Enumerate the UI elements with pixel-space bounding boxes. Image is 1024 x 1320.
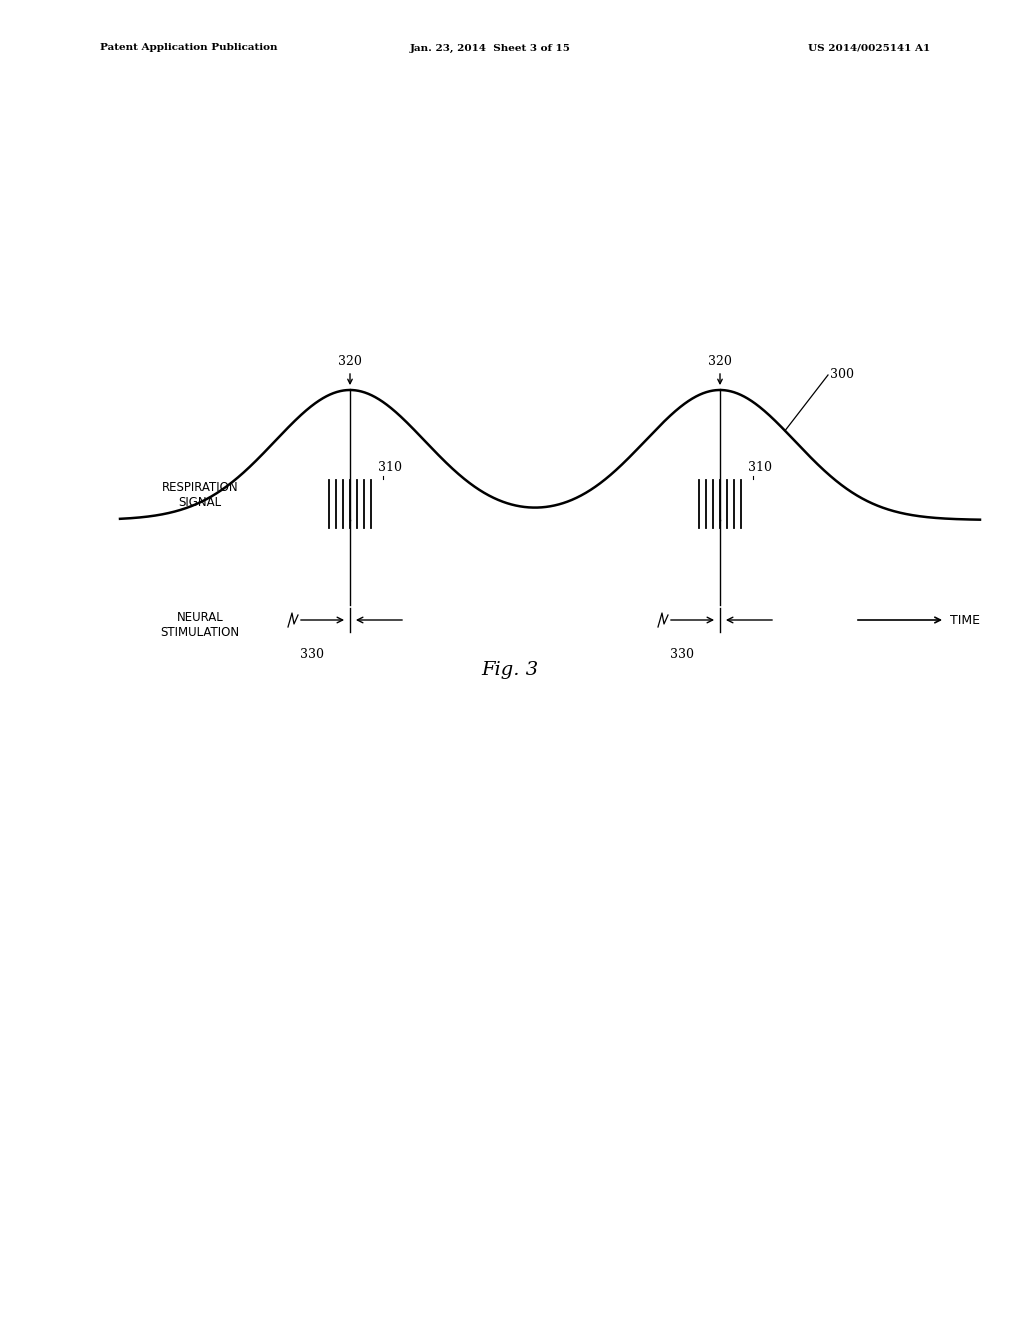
Text: RESPIRATION
SIGNAL: RESPIRATION SIGNAL: [162, 480, 239, 510]
Text: 310: 310: [748, 461, 772, 474]
Text: US 2014/0025141 A1: US 2014/0025141 A1: [808, 44, 930, 53]
Text: 330: 330: [300, 648, 324, 661]
Text: TIME: TIME: [950, 614, 980, 627]
Text: Fig. 3: Fig. 3: [481, 661, 539, 678]
Text: 330: 330: [670, 648, 694, 661]
Text: NEURAL
STIMULATION: NEURAL STIMULATION: [161, 611, 240, 639]
Text: Patent Application Publication: Patent Application Publication: [100, 44, 278, 53]
Text: 320: 320: [338, 355, 361, 368]
Text: 320: 320: [708, 355, 732, 368]
Text: 310: 310: [378, 461, 402, 474]
Text: Jan. 23, 2014  Sheet 3 of 15: Jan. 23, 2014 Sheet 3 of 15: [410, 44, 570, 53]
Text: 300: 300: [830, 368, 854, 381]
